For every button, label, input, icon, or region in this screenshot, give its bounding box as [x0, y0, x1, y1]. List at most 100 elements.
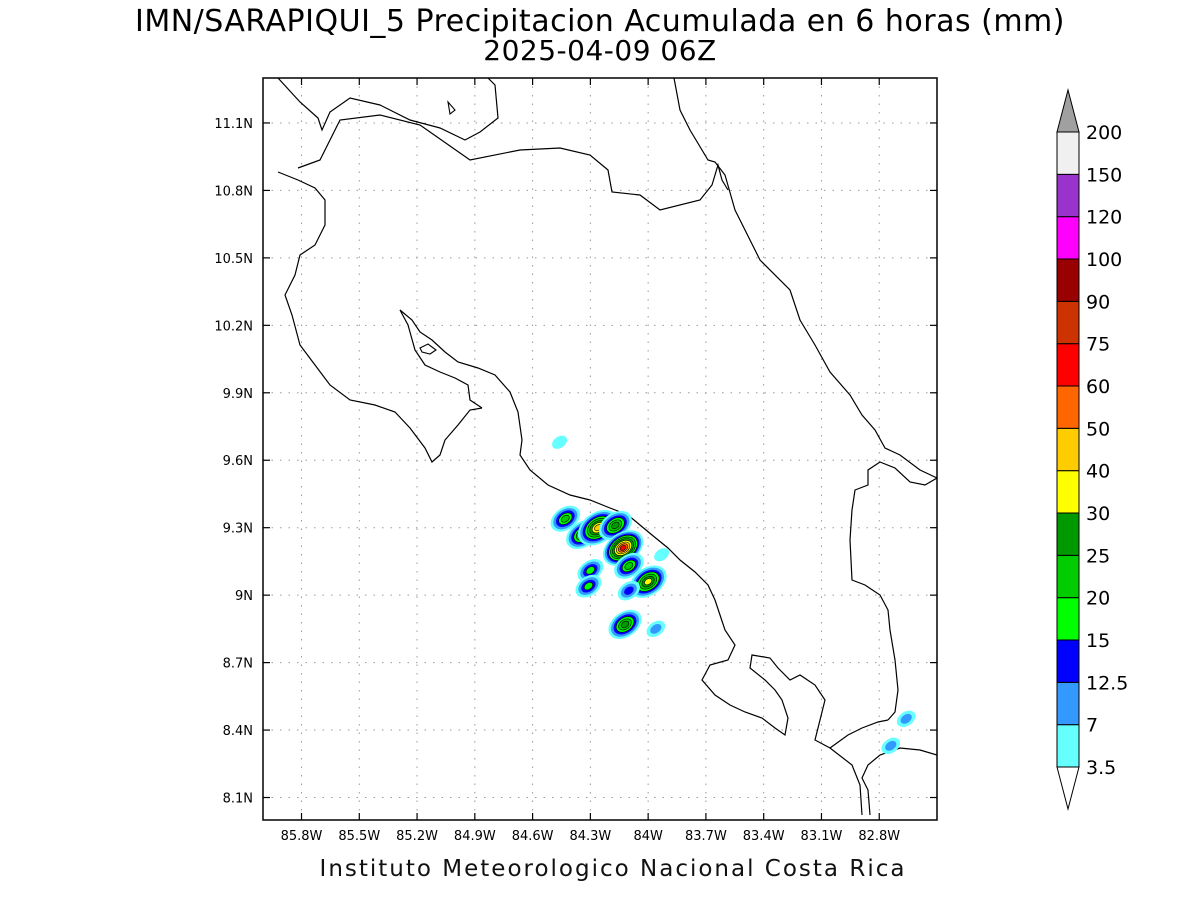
precip-cell	[552, 435, 568, 449]
precipitation-layer	[550, 435, 916, 754]
nicaragua-border	[297, 114, 729, 211]
precip-contour	[624, 562, 634, 570]
colorbar-label: 200	[1086, 122, 1122, 144]
precip-contour	[885, 740, 897, 751]
x-tick-label: 83.4W	[743, 829, 785, 844]
colorbar-label: 3.5	[1086, 757, 1116, 779]
precip-contour	[644, 578, 653, 586]
precip-contour	[619, 545, 627, 551]
colorbar: 3.5 7 12.5 15 20 25 30 40 50 60 75 90 100 120 150 200	[1056, 88, 1128, 811]
colorbar-swatch	[1056, 724, 1080, 768]
lake-nicaragua-shore	[277, 78, 499, 141]
x-tick-label: 83.1W	[801, 829, 843, 844]
x-tick-label: 84.9W	[454, 829, 496, 844]
pacific-coast-guanacaste	[277, 171, 483, 463]
colorbar-swatch	[1056, 173, 1080, 218]
colorbar-label: 60	[1086, 376, 1110, 398]
y-tick-label: 9.6N	[223, 454, 253, 469]
colorbar-swatch	[1056, 597, 1080, 641]
islet	[447, 100, 456, 116]
y-tick-label: 10.8N	[214, 184, 253, 199]
x-tick-label: 82.8W	[858, 829, 900, 844]
precip-contour	[561, 514, 570, 523]
x-tick-label: 85.5W	[338, 829, 380, 844]
x-tick-label: 84.6W	[512, 829, 554, 844]
precip-contour	[650, 623, 662, 634]
precip-cell	[881, 737, 901, 754]
y-tick-label: 8.4N	[223, 724, 253, 739]
precip-contour	[611, 521, 620, 530]
x-tick-label: 85.2W	[396, 829, 438, 844]
colorbar-swatch	[1056, 131, 1080, 175]
colorbar-label: 15	[1086, 630, 1110, 652]
panama-gulf	[829, 719, 889, 749]
x-tick-label: 83.7W	[685, 829, 727, 844]
colorbar-label: 50	[1086, 418, 1110, 440]
latitude-axis: 11.1N 10.8N 10.5N 10.2N 9.9N 9.6N 9.3N 9N 8.7N 8.…	[214, 117, 937, 807]
y-tick-label: 8.7N	[223, 657, 253, 672]
coastline-layer	[277, 78, 937, 816]
precip-cell	[646, 620, 666, 638]
colorbar-label: 150	[1086, 164, 1122, 186]
precip-contour	[585, 566, 595, 575]
precip-cell	[575, 574, 602, 598]
colorbar-label: 7	[1086, 715, 1098, 737]
precip-cell	[550, 505, 581, 532]
colorbar-swatch	[1056, 470, 1080, 514]
x-tick-label: 84.3W	[569, 829, 611, 844]
precip-contour	[583, 582, 594, 591]
colorbar-min-arrow	[1056, 766, 1080, 811]
panama-border	[849, 461, 937, 721]
colorbar-label: 120	[1086, 207, 1122, 229]
colorbar-label: 75	[1086, 334, 1110, 356]
y-tick-label: 9N	[235, 589, 253, 604]
colorbar-swatch	[1056, 554, 1080, 599]
colorbar-label: 40	[1086, 461, 1110, 483]
panama-coast	[861, 747, 937, 816]
precip-cell	[896, 710, 916, 728]
colorbar-swatch	[1056, 300, 1080, 345]
precip-contour	[624, 586, 634, 595]
precip-cell	[617, 580, 640, 601]
map-frame	[262, 77, 938, 821]
colorbar-label: 90	[1086, 291, 1110, 313]
precip-cell	[654, 548, 670, 562]
map-title: IMN/SARAPIQUI_5 Precipitacion Acumulada …	[135, 4, 1065, 39]
colorbar-swatch	[1056, 512, 1080, 556]
colorbar-label: 20	[1086, 588, 1110, 610]
colorbar-label: 30	[1086, 503, 1110, 525]
colorbar-swatch	[1056, 385, 1080, 429]
y-tick-label: 10.5N	[214, 252, 253, 267]
caribbean-coast-north	[673, 78, 937, 479]
y-tick-label: 11.1N	[214, 117, 253, 132]
precip-contour	[900, 713, 912, 724]
x-tick-label: 85.8W	[281, 829, 323, 844]
footer-credit: Instituto Meteorologico Nacional Costa R…	[319, 856, 907, 882]
y-tick-label: 9.3N	[223, 522, 253, 537]
precip-contour	[552, 435, 568, 449]
colorbar-swatch	[1056, 216, 1080, 260]
colorbar-swatch	[1056, 681, 1080, 726]
colorbar-swatch	[1056, 427, 1080, 472]
colorbar-max-arrow	[1056, 88, 1080, 133]
gulf-of-nicoya-coast	[399, 309, 863, 816]
precip-contour	[654, 548, 670, 562]
y-tick-label: 8.1N	[223, 792, 253, 807]
x-tick-label: 84W	[633, 829, 663, 844]
map-subtitle-date: 2025-04-09 06Z	[483, 34, 717, 67]
precip-cell	[608, 609, 642, 639]
colorbar-label: 100	[1086, 249, 1122, 271]
colorbar-swatch	[1056, 343, 1080, 387]
colorbar-swatch	[1056, 258, 1080, 302]
colorbar-label: 25	[1086, 545, 1110, 567]
gulf-island	[419, 343, 437, 355]
longitude-axis: 85.8W 85.5W 85.2W 84.9W 84.6W 84.3W 84W 83.7W 83…	[281, 78, 900, 844]
precip-cell	[614, 552, 644, 579]
y-tick-label: 9.9N	[223, 387, 253, 402]
colorbar-label: 12.5	[1086, 672, 1128, 694]
y-tick-label: 10.2N	[214, 319, 253, 334]
precip-contour	[620, 620, 630, 629]
grid-lines	[263, 78, 937, 820]
colorbar-swatch	[1056, 639, 1080, 683]
